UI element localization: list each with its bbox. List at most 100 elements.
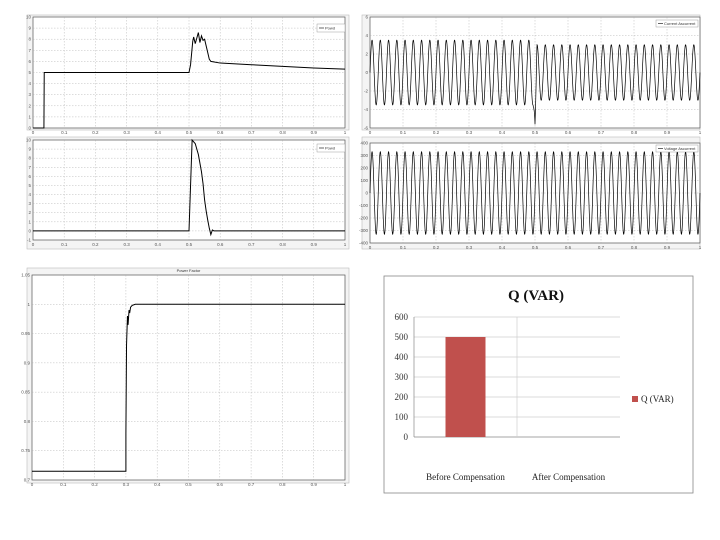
legend-box — [655, 19, 699, 28]
y-tick-label: 9 — [28, 147, 31, 152]
x-tick-label: 0.3 — [466, 130, 473, 135]
x-tick-label: 0.4 — [499, 245, 506, 250]
x-tick-label: 1 — [344, 130, 347, 135]
x-tick-label: 0.8 — [279, 130, 286, 135]
y-tick-label: 2 — [365, 52, 368, 57]
y-tick-label: -1 — [27, 238, 31, 243]
y-tick-label: 6 — [28, 174, 31, 179]
y-tick-label: -300 — [359, 228, 369, 233]
chart-top-right: 0 0.1 0.2 0.3 0.4 0.5 0.6 0.7 0.8 0.9 1 -6 -4 -2 0 2 4 6 C… — [361, 15, 702, 135]
y-tick-label: 4 — [365, 33, 368, 38]
y-tick-label: 8 — [28, 156, 31, 161]
y-tick-label: 5 — [28, 183, 31, 188]
y-tick-label: 300 — [395, 372, 409, 382]
y-tick-label: 200 — [360, 166, 368, 171]
y-tick-label: -400 — [359, 241, 369, 246]
series-line — [33, 32, 346, 129]
x-tick-label: Before Compensation — [426, 472, 505, 482]
y-tick-label: -2 — [364, 89, 368, 94]
x-tick-label: 0 — [369, 245, 372, 250]
x-tick-label: 0.1 — [61, 242, 68, 247]
series-line — [33, 138, 345, 237]
x-tick-label: After Compensation — [532, 472, 606, 482]
y-tick-label: 4 — [28, 192, 31, 197]
y-tick-label: 100 — [395, 412, 409, 422]
x-tick-label: 0.2 — [92, 130, 99, 135]
x-tick-label: 0.3 — [123, 482, 130, 487]
y-tick-label: 400 — [395, 352, 409, 362]
x-tick-label: 0.1 — [400, 245, 407, 250]
x-tick-label: 0.6 — [217, 130, 224, 135]
y-tick-label: 6 — [365, 15, 368, 20]
x-tick-label: 0.1 — [60, 482, 67, 487]
x-tick-label: 0.5 — [532, 130, 539, 135]
y-tick-label: 6 — [28, 59, 31, 64]
chart-q-var: Q (VAR) 0 100 200 300 400 500 600 Before Compens… — [383, 275, 694, 494]
y-tick-label: 400 — [360, 141, 368, 146]
x-tick-label: 0.6 — [565, 245, 572, 250]
y-tick-label: 0 — [28, 228, 31, 233]
x-tick-label: 0.9 — [311, 130, 318, 135]
legend-swatch — [632, 396, 638, 402]
y-tick-label: 0.75 — [21, 448, 30, 453]
legend-box — [316, 23, 346, 33]
x-tick-label: 0.2 — [433, 245, 440, 250]
bar — [445, 337, 486, 437]
y-tick-label: 0 — [365, 70, 368, 75]
legend-label: Powd — [325, 145, 335, 150]
chart-top-left: 0 0.1 0.2 0.3 0.4 0.5 0.6 0.7 0.8 0.9 101234567891… — [26, 15, 350, 135]
x-tick-label: 0.3 — [466, 245, 473, 250]
x-tick-label: 0.2 — [433, 130, 440, 135]
legend-box — [316, 143, 346, 153]
y-tick-label: 0 — [365, 191, 368, 196]
legend-box — [655, 144, 699, 153]
x-tick-label: 1 — [699, 130, 702, 135]
x-tick-label: 0 — [32, 242, 35, 247]
x-tick-label: 0.7 — [248, 130, 255, 135]
y-tick-label: 200 — [395, 392, 409, 402]
y-tick-label: 5 — [28, 70, 31, 75]
chart-bottom-left: 0 0.1 0.2 0.3 0.4 0.5 0.6 0.7 0.8 0.9 1-1012345678… — [26, 136, 350, 250]
x-tick-label: 1 — [344, 242, 347, 247]
x-tick-label: 0.5 — [532, 245, 539, 250]
x-tick-label: 0.4 — [154, 482, 161, 487]
x-tick-label: 0.8 — [279, 482, 286, 487]
legend-label: Powd — [325, 25, 335, 30]
x-tick-label: 0.6 — [565, 130, 572, 135]
x-tick-label: 0.1 — [400, 130, 407, 135]
y-tick-label: 0.9 — [24, 360, 31, 365]
series-line — [369, 39, 701, 125]
y-tick-label: -200 — [359, 216, 369, 221]
x-tick-label: 0.4 — [499, 130, 506, 135]
y-tick-label: 1 — [27, 302, 30, 307]
x-tick-label: 0 — [31, 482, 34, 487]
x-tick-label: 0.5 — [185, 482, 192, 487]
x-tick-label: 0.9 — [664, 245, 671, 250]
y-tick-label: 1 — [28, 114, 31, 119]
y-tick-label: -4 — [364, 107, 368, 112]
x-tick-label: 0.4 — [155, 242, 162, 247]
x-tick-label: 0.5 — [186, 242, 193, 247]
chart-title: Power Factor — [177, 268, 201, 273]
y-tick-label: 0 — [28, 126, 31, 131]
y-tick-label: 1.05 — [21, 273, 30, 278]
legend-label: Current Ascurrent — [664, 21, 696, 26]
y-tick-label: 4 — [28, 81, 31, 86]
chart-middle-left: 0 0.1 0.2 0.3 0.4 0.5 0.6 0.7 0.8 0.9 1 0.7 0.75 0.8 0… — [21, 267, 350, 487]
x-tick-label: 0.2 — [92, 242, 99, 247]
y-tick-label: 8 — [28, 37, 31, 42]
x-tick-label: 1 — [344, 482, 347, 487]
series-line — [369, 151, 701, 235]
x-tick-label: 0.4 — [155, 130, 162, 135]
x-tick-label: 0.5 — [186, 130, 193, 135]
y-tick-label: 2 — [28, 103, 31, 108]
y-tick-label: 7 — [28, 48, 31, 53]
x-tick-label: 0.2 — [91, 482, 98, 487]
y-tick-label: 1 — [28, 219, 31, 224]
y-tick-label: 100 — [360, 178, 368, 183]
x-tick-label: 0.8 — [279, 242, 286, 247]
x-tick-label: 0.9 — [664, 130, 671, 135]
y-tick-label: 600 — [395, 312, 409, 322]
x-tick-label: 0.9 — [311, 242, 318, 247]
x-tick-label: 0.9 — [311, 482, 318, 487]
